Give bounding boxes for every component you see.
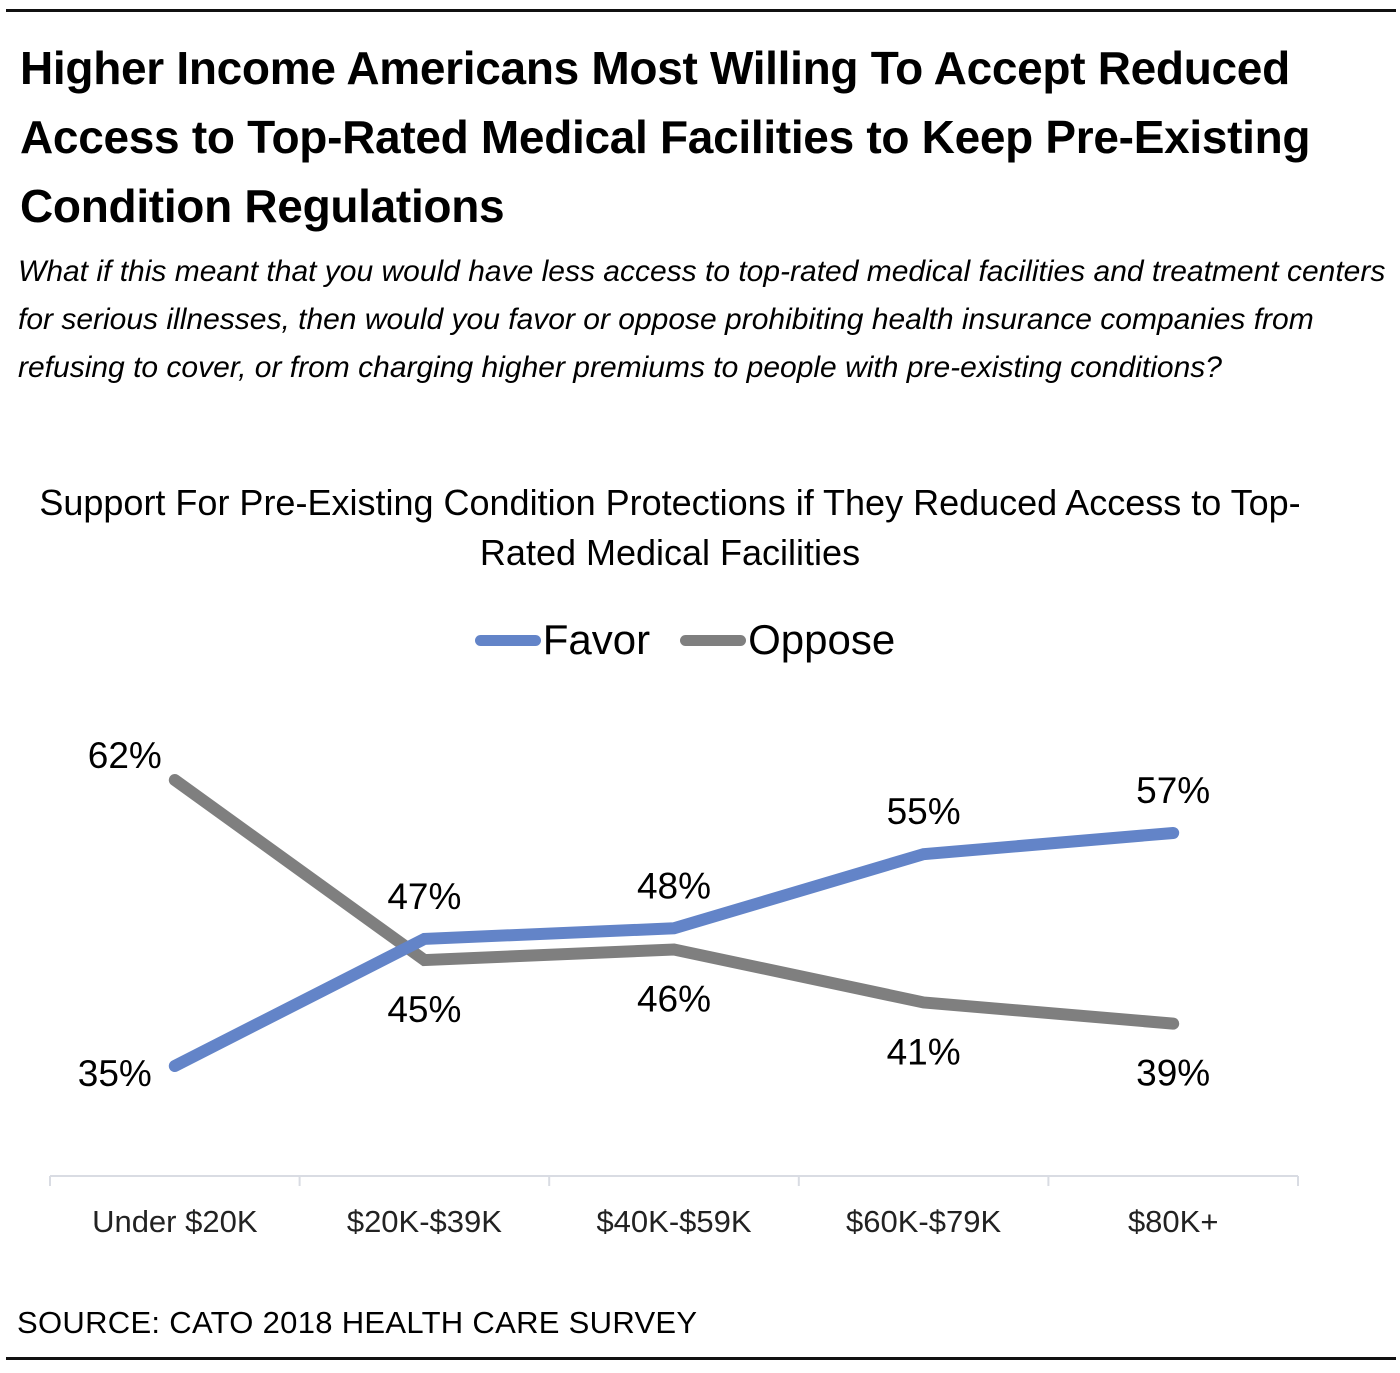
x-tick-label: $80K+ [1128,1204,1219,1239]
x-tick-label: Under $20K [92,1204,258,1239]
x-tick-label: $60K-$79K [846,1204,1001,1239]
data-label-favor: 48% [637,865,711,906]
data-label-favor: 57% [1136,770,1210,811]
legend: Favor Oppose [0,616,1370,664]
chart-title: Support For Pre-Existing Condition Prote… [39,482,1301,573]
data-label-favor: 55% [887,791,961,832]
top-rule [6,9,1396,12]
x-tick-label: $20K-$39K [347,1204,502,1239]
data-label-oppose: 46% [637,978,711,1019]
data-label-oppose: 39% [1136,1053,1210,1094]
legend-label-favor: Favor [542,616,651,663]
legend-item-favor: Favor [474,616,651,664]
source-note: SOURCE: CATO 2018 HEALTH CARE SURVEY [17,1305,698,1340]
headline: Higher Income Americans Most Willing To … [20,42,1311,232]
bottom-rule [6,1357,1396,1360]
x-tick-label: $40K-$59K [596,1204,751,1239]
data-label-oppose: 62% [88,735,162,776]
series-line-oppose [168,774,1180,1030]
legend-swatch-favor [474,634,541,646]
survey-question: What if this meant that you would have l… [18,255,1386,384]
series-line-favor [168,826,1180,1072]
data-label-oppose: 41% [887,1031,961,1072]
data-label-favor: 47% [387,876,461,917]
data-label-oppose: 45% [387,989,461,1030]
legend-label-oppose: Oppose [748,616,896,663]
data-label-favor: 35% [78,1053,152,1094]
legend-item-oppose: Oppose [680,616,895,664]
legend-swatch-oppose [680,634,747,646]
